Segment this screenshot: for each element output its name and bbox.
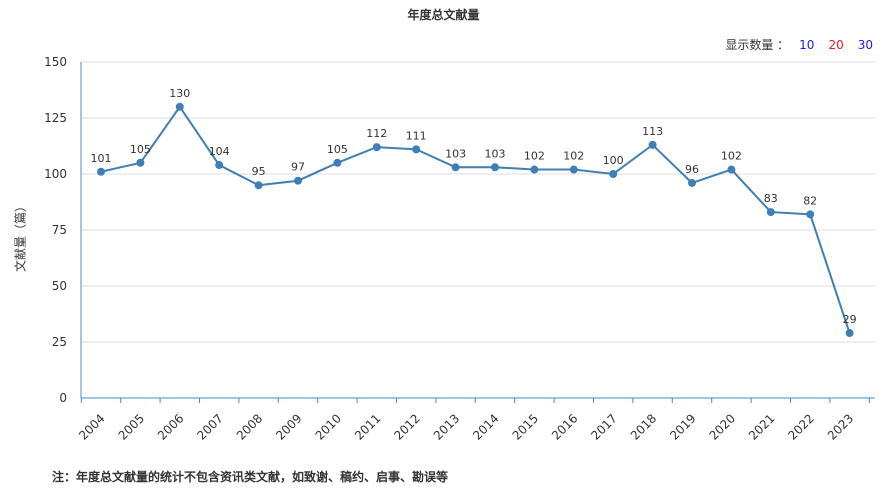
y-tick-label: 150 (44, 55, 67, 69)
y-tick-label: 25 (52, 335, 67, 349)
x-tick-label: 2005 (116, 411, 147, 442)
data-point (609, 170, 618, 178)
x-tick-label: 2008 (234, 411, 265, 442)
show-count-option-10[interactable]: 10 (799, 37, 815, 52)
x-tick-label: 2015 (510, 411, 541, 442)
y-tick-label: 0 (59, 391, 67, 405)
data-label: 111 (406, 129, 427, 142)
data-point (727, 165, 736, 174)
data-label: 104 (209, 145, 230, 158)
y-tick-label: 100 (44, 167, 67, 181)
series-line (100, 105, 851, 334)
y-tick-label: 125 (44, 111, 67, 125)
data-point (412, 145, 421, 154)
data-point (569, 165, 578, 174)
data-point (175, 102, 184, 111)
x-tick-label: 2006 (155, 411, 186, 442)
data-point (648, 140, 657, 149)
x-tick-label: 2016 (549, 411, 580, 442)
data-label: 105 (130, 143, 151, 156)
x-tick-label: 2019 (667, 411, 698, 442)
data-label: 102 (721, 150, 742, 163)
data-label: 29 (843, 313, 857, 326)
footnote: 注：年度总文献量的统计不包含资讯类文献，如致谢、稿约、启事、勘误等 (52, 470, 449, 484)
data-label: 83 (764, 192, 778, 205)
data-point (845, 329, 854, 338)
x-tick-label: 2017 (588, 411, 619, 442)
x-tick-label: 2020 (707, 411, 738, 442)
x-tick-label: 2013 (431, 411, 462, 442)
data-label: 96 (685, 163, 699, 176)
data-point (333, 158, 342, 167)
chart-title: 年度总文献量 (407, 8, 480, 22)
show-count-control: 显示数量 ： 10 20 30 (725, 36, 877, 53)
data-label: 103 (485, 147, 506, 160)
data-point (294, 176, 302, 185)
data-label: 130 (169, 87, 190, 100)
x-tick-label: 2023 (825, 411, 856, 442)
show-count-option-20[interactable]: 20 (828, 37, 844, 52)
data-point (136, 158, 145, 167)
data-label: 113 (642, 125, 663, 138)
x-tick-label: 2011 (352, 411, 383, 442)
data-point (688, 178, 696, 187)
data-point (806, 210, 815, 219)
data-label: 95 (252, 165, 266, 178)
y-tick-label: 50 (52, 279, 67, 293)
data-label: 100 (603, 154, 624, 167)
x-tick-label: 2012 (391, 411, 422, 442)
data-label: 101 (91, 152, 112, 165)
x-tick-label: 2018 (628, 411, 659, 442)
data-point (491, 163, 499, 172)
x-tick-label: 2022 (785, 411, 816, 442)
x-tick-label: 2021 (746, 411, 777, 442)
data-point (254, 181, 263, 190)
data-point (97, 167, 105, 176)
data-label: 105 (327, 143, 348, 156)
data-point (451, 163, 460, 172)
data-point (372, 143, 381, 152)
data-point (215, 161, 224, 170)
show-count-label: 显示数量 ： (725, 38, 790, 52)
y-tick-label: 75 (52, 223, 67, 237)
data-point (766, 208, 775, 217)
show-count-option-30[interactable]: 30 (857, 37, 873, 52)
x-tick-label: 2004 (76, 411, 107, 442)
data-label: 97 (291, 161, 305, 174)
data-label: 102 (524, 150, 545, 163)
data-label: 112 (366, 127, 387, 140)
x-tick-label: 2009 (273, 411, 304, 442)
x-tick-label: 2014 (470, 411, 501, 442)
x-tick-label: 2007 (194, 411, 225, 442)
data-label: 82 (803, 194, 817, 207)
data-label: 102 (563, 150, 584, 163)
data-point (530, 165, 539, 174)
x-tick-label: 2010 (313, 411, 344, 442)
data-label: 103 (445, 147, 466, 160)
